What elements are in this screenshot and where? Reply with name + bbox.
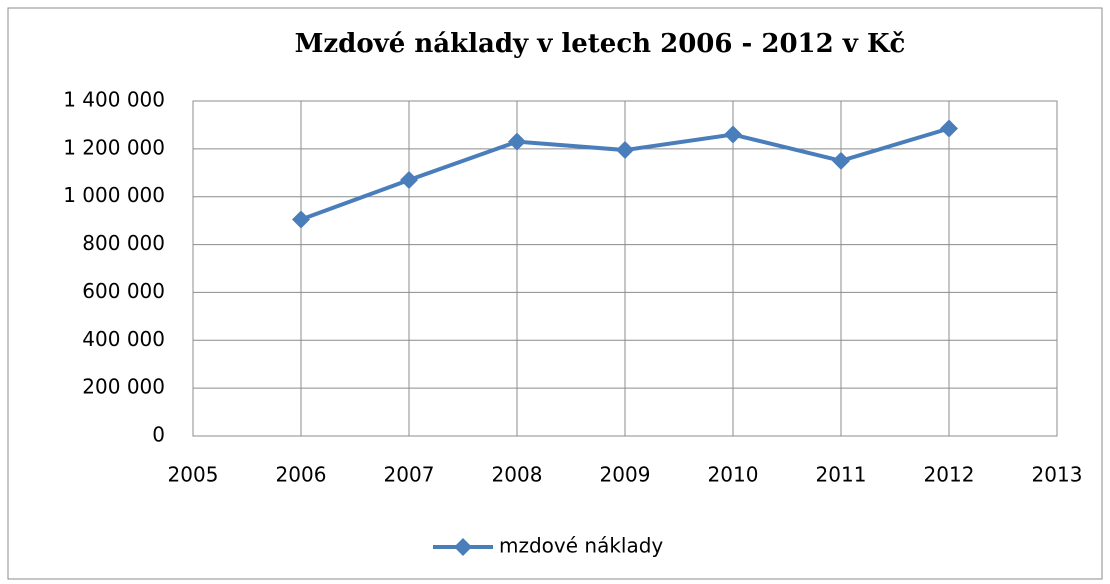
x-tick-label: 2009 bbox=[600, 463, 651, 487]
y-tick-label: 200 000 bbox=[82, 375, 165, 399]
y-tick-label: 1 400 000 bbox=[63, 88, 165, 112]
data-point bbox=[292, 210, 310, 229]
y-tick-label: 400 000 bbox=[82, 327, 165, 351]
y-tick-label: 800 000 bbox=[82, 231, 165, 255]
chart-title: Mzdové náklady v letech 2006 - 2012 v Kč bbox=[295, 29, 906, 59]
data-point bbox=[832, 151, 850, 170]
x-tick-label: 2012 bbox=[924, 463, 975, 487]
x-tick-label: 2010 bbox=[708, 463, 759, 487]
x-tick-label: 2008 bbox=[492, 463, 543, 487]
chart-border bbox=[7, 7, 1103, 580]
x-tick-label: 2011 bbox=[816, 463, 867, 487]
data-point bbox=[616, 141, 634, 160]
data-point bbox=[508, 132, 526, 151]
x-tick-label: 2007 bbox=[384, 463, 435, 487]
data-point bbox=[940, 119, 958, 138]
x-tick-label: 2005 bbox=[168, 463, 219, 487]
y-tick-label: 1 200 000 bbox=[63, 135, 165, 159]
x-tick-label: 2013 bbox=[1032, 463, 1083, 487]
data-point bbox=[400, 170, 418, 189]
legend-label: mzdové náklady bbox=[499, 534, 663, 558]
y-tick-label: 1 000 000 bbox=[63, 183, 165, 207]
plot-area-border bbox=[192, 100, 1058, 437]
legend-marker bbox=[454, 538, 472, 556]
y-tick-label: 600 000 bbox=[82, 279, 165, 303]
data-point bbox=[724, 125, 742, 144]
y-tick-label: 0 bbox=[152, 423, 165, 447]
x-tick-label: 2006 bbox=[276, 463, 327, 487]
